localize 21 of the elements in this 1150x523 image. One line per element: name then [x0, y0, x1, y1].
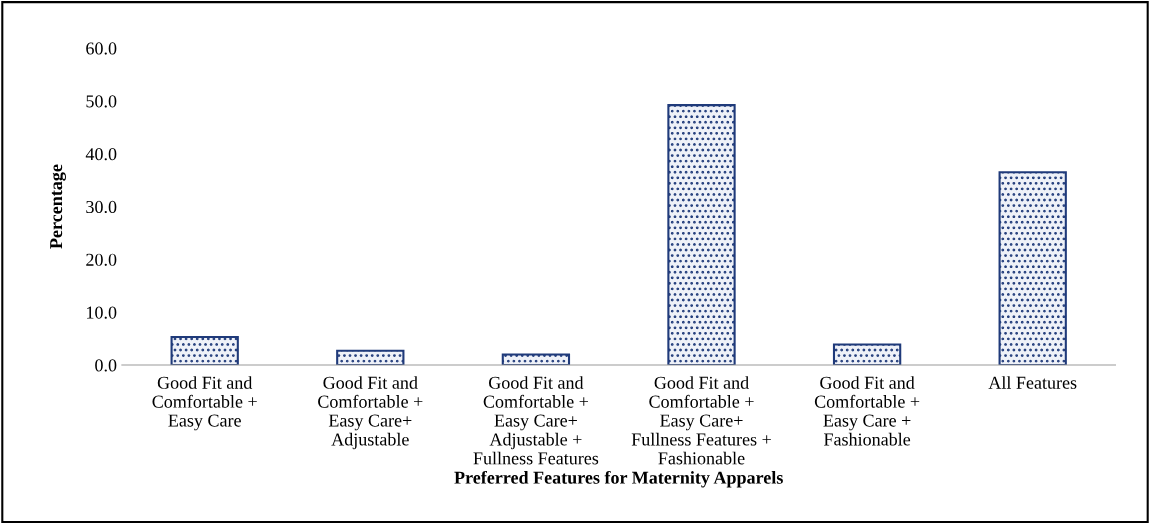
- x-tick-label: Good Fit and Comfortable + Easy Care + Fashionable: [814, 376, 920, 446]
- bar: [501, 353, 571, 366]
- bar: [832, 343, 902, 366]
- y-tick-label: 50.0: [86, 95, 117, 108]
- y-tick-label: 0.0: [95, 359, 117, 372]
- y-axis-title: Percentage: [50, 164, 66, 249]
- y-tick-label: 60.0: [86, 42, 117, 55]
- y-tick-label: 40.0: [85, 148, 117, 161]
- y-tick-label: 30.0: [86, 200, 117, 214]
- y-tick-label: 20.0: [86, 253, 117, 266]
- bar: [667, 104, 736, 366]
- x-axis-title: Preferred Features for Maternity Apparels: [454, 470, 783, 488]
- y-tick-label: 10.0: [87, 306, 117, 319]
- x-tick-label: Good Fit and Comfortable + Easy Care+ Adjustable: [318, 376, 423, 450]
- x-tick-label: Good Fit and Comfortable + Easy Care+ Adjustable + Fullness Features: [473, 376, 599, 465]
- bar: [336, 349, 405, 366]
- x-tick-label: Good Fit and Comfortable + Easy Care+ Fullness Features + Fashionable: [631, 376, 771, 465]
- bar: [170, 336, 239, 366]
- x-tick-label: Good Fit and Comfortable + Easy Care: [152, 376, 257, 431]
- x-tick-label: All Features: [988, 376, 1077, 389]
- bar: [998, 171, 1067, 366]
